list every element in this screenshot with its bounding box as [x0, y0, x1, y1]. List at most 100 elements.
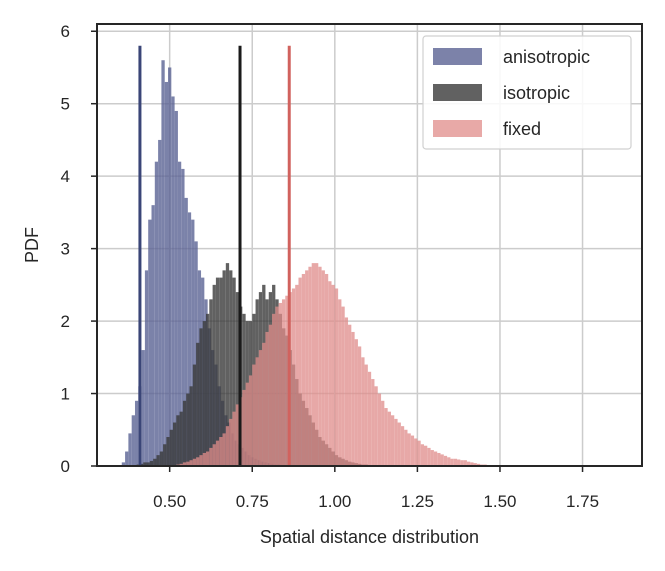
bar-fixed [361, 357, 365, 466]
bar-anisotropic [128, 433, 132, 466]
bar-fixed [315, 263, 319, 466]
y-tick-label: 1 [61, 385, 70, 404]
bar-anisotropic [181, 168, 185, 466]
bar-isotropic [156, 455, 160, 466]
bar-fixed [248, 375, 253, 466]
bar-fixed [209, 447, 213, 466]
bar-fixed [196, 457, 200, 466]
x-tick-label: 0.75 [236, 492, 269, 511]
bar-fixed [206, 451, 210, 466]
legend-label-fixed: fixed [503, 119, 541, 139]
legend-swatch-fixed [433, 120, 482, 137]
bar-fixed [285, 295, 289, 466]
bar-fixed [219, 437, 223, 466]
bar-anisotropic [148, 219, 152, 466]
bar-fixed [278, 302, 282, 466]
bar-fixed [463, 460, 467, 466]
bar-fixed [407, 433, 411, 466]
y-axis-ticks: 0 1 2 3 4 5 6 [61, 22, 97, 476]
bar-fixed [291, 288, 296, 466]
y-tick-label: 2 [61, 312, 70, 331]
bar-fixed [305, 270, 309, 466]
bar-isotropic [186, 393, 190, 466]
bar-anisotropic [187, 212, 192, 466]
bar-anisotropic [174, 110, 178, 467]
bar-isotropic [206, 313, 210, 466]
bar-fixed [262, 342, 266, 466]
bar-isotropic [202, 321, 206, 466]
bar-isotropic [192, 364, 197, 466]
bar-isotropic [235, 292, 240, 466]
bar-isotropic [189, 386, 193, 466]
legend-swatch-anisotropic [433, 48, 482, 65]
bar-fixed [225, 426, 230, 466]
x-axis-title: Spatial distance distribution [260, 527, 479, 547]
bar-fixed [229, 418, 233, 466]
bar-fixed [410, 435, 415, 466]
bar-fixed [295, 284, 299, 466]
bar-anisotropic [134, 400, 139, 466]
bar-fixed [424, 445, 428, 466]
bar-fixed [420, 444, 424, 466]
bar-fixed [252, 364, 256, 466]
bar-fixed [328, 281, 332, 466]
bar-isotropic [146, 462, 150, 466]
bar-anisotropic [171, 96, 175, 466]
bar-fixed [450, 458, 454, 466]
bar-fixed [430, 450, 434, 466]
bar-isotropic [163, 444, 167, 466]
bar-fixed [338, 299, 342, 466]
bar-fixed [341, 306, 345, 466]
bar-fixed [443, 455, 448, 466]
bar-fixed [298, 277, 302, 466]
bar-anisotropic [125, 451, 129, 466]
bar-fixed [179, 463, 183, 466]
bar-isotropic [139, 463, 144, 466]
plot-frame [96, 23, 643, 467]
bar-anisotropic [141, 350, 145, 466]
bar-isotropic [222, 270, 226, 466]
bar-fixed [242, 389, 246, 466]
bar-fixed [460, 460, 464, 466]
x-tick-label: 1.75 [566, 492, 599, 511]
bar-fixed [387, 411, 391, 466]
bar-fixed [245, 382, 249, 466]
bar-fixed [331, 284, 335, 466]
bar-fixed [364, 364, 368, 466]
bar-fixed [321, 270, 325, 466]
bar-fixed [199, 455, 203, 466]
legend-label-anisotropic: anisotropic [503, 47, 590, 67]
bar-fixed [466, 461, 471, 466]
bar-fixed [357, 346, 362, 466]
bar-fixed [374, 386, 378, 466]
bar-fixed [235, 404, 240, 466]
bar-fixed [390, 415, 395, 466]
bar-fixed [397, 422, 401, 466]
series-fixed [176, 263, 497, 466]
x-axis-ticks: 0.50 0.75 1.00 1.25 1.50 1.75 [153, 466, 599, 511]
bar-fixed [272, 313, 276, 466]
bar-isotropic [166, 437, 170, 466]
bar-fixed [308, 266, 312, 466]
bar-fixed [348, 324, 352, 466]
bar-isotropic [149, 460, 154, 466]
bar-fixed [427, 447, 431, 466]
bar-fixed [202, 452, 206, 466]
y-tick-label: 5 [61, 95, 70, 114]
y-tick-label: 6 [61, 22, 70, 41]
legend: anisotropic isotropic fixed [422, 35, 632, 150]
bar-fixed [354, 339, 358, 466]
bar-anisotropic [154, 161, 159, 467]
bar-fixed [265, 331, 269, 466]
bar-fixed [268, 324, 273, 466]
bar-anisotropic [177, 161, 182, 467]
bar-fixed [281, 299, 286, 466]
bar-fixed [457, 459, 461, 466]
legend-label-isotropic: isotropic [503, 83, 570, 103]
bar-isotropic [209, 299, 213, 466]
bar-fixed [186, 461, 190, 466]
bar-anisotropic [161, 60, 165, 467]
bar-anisotropic [121, 462, 126, 466]
bar-isotropic [153, 458, 157, 466]
x-tick-label: 1.50 [483, 492, 516, 511]
